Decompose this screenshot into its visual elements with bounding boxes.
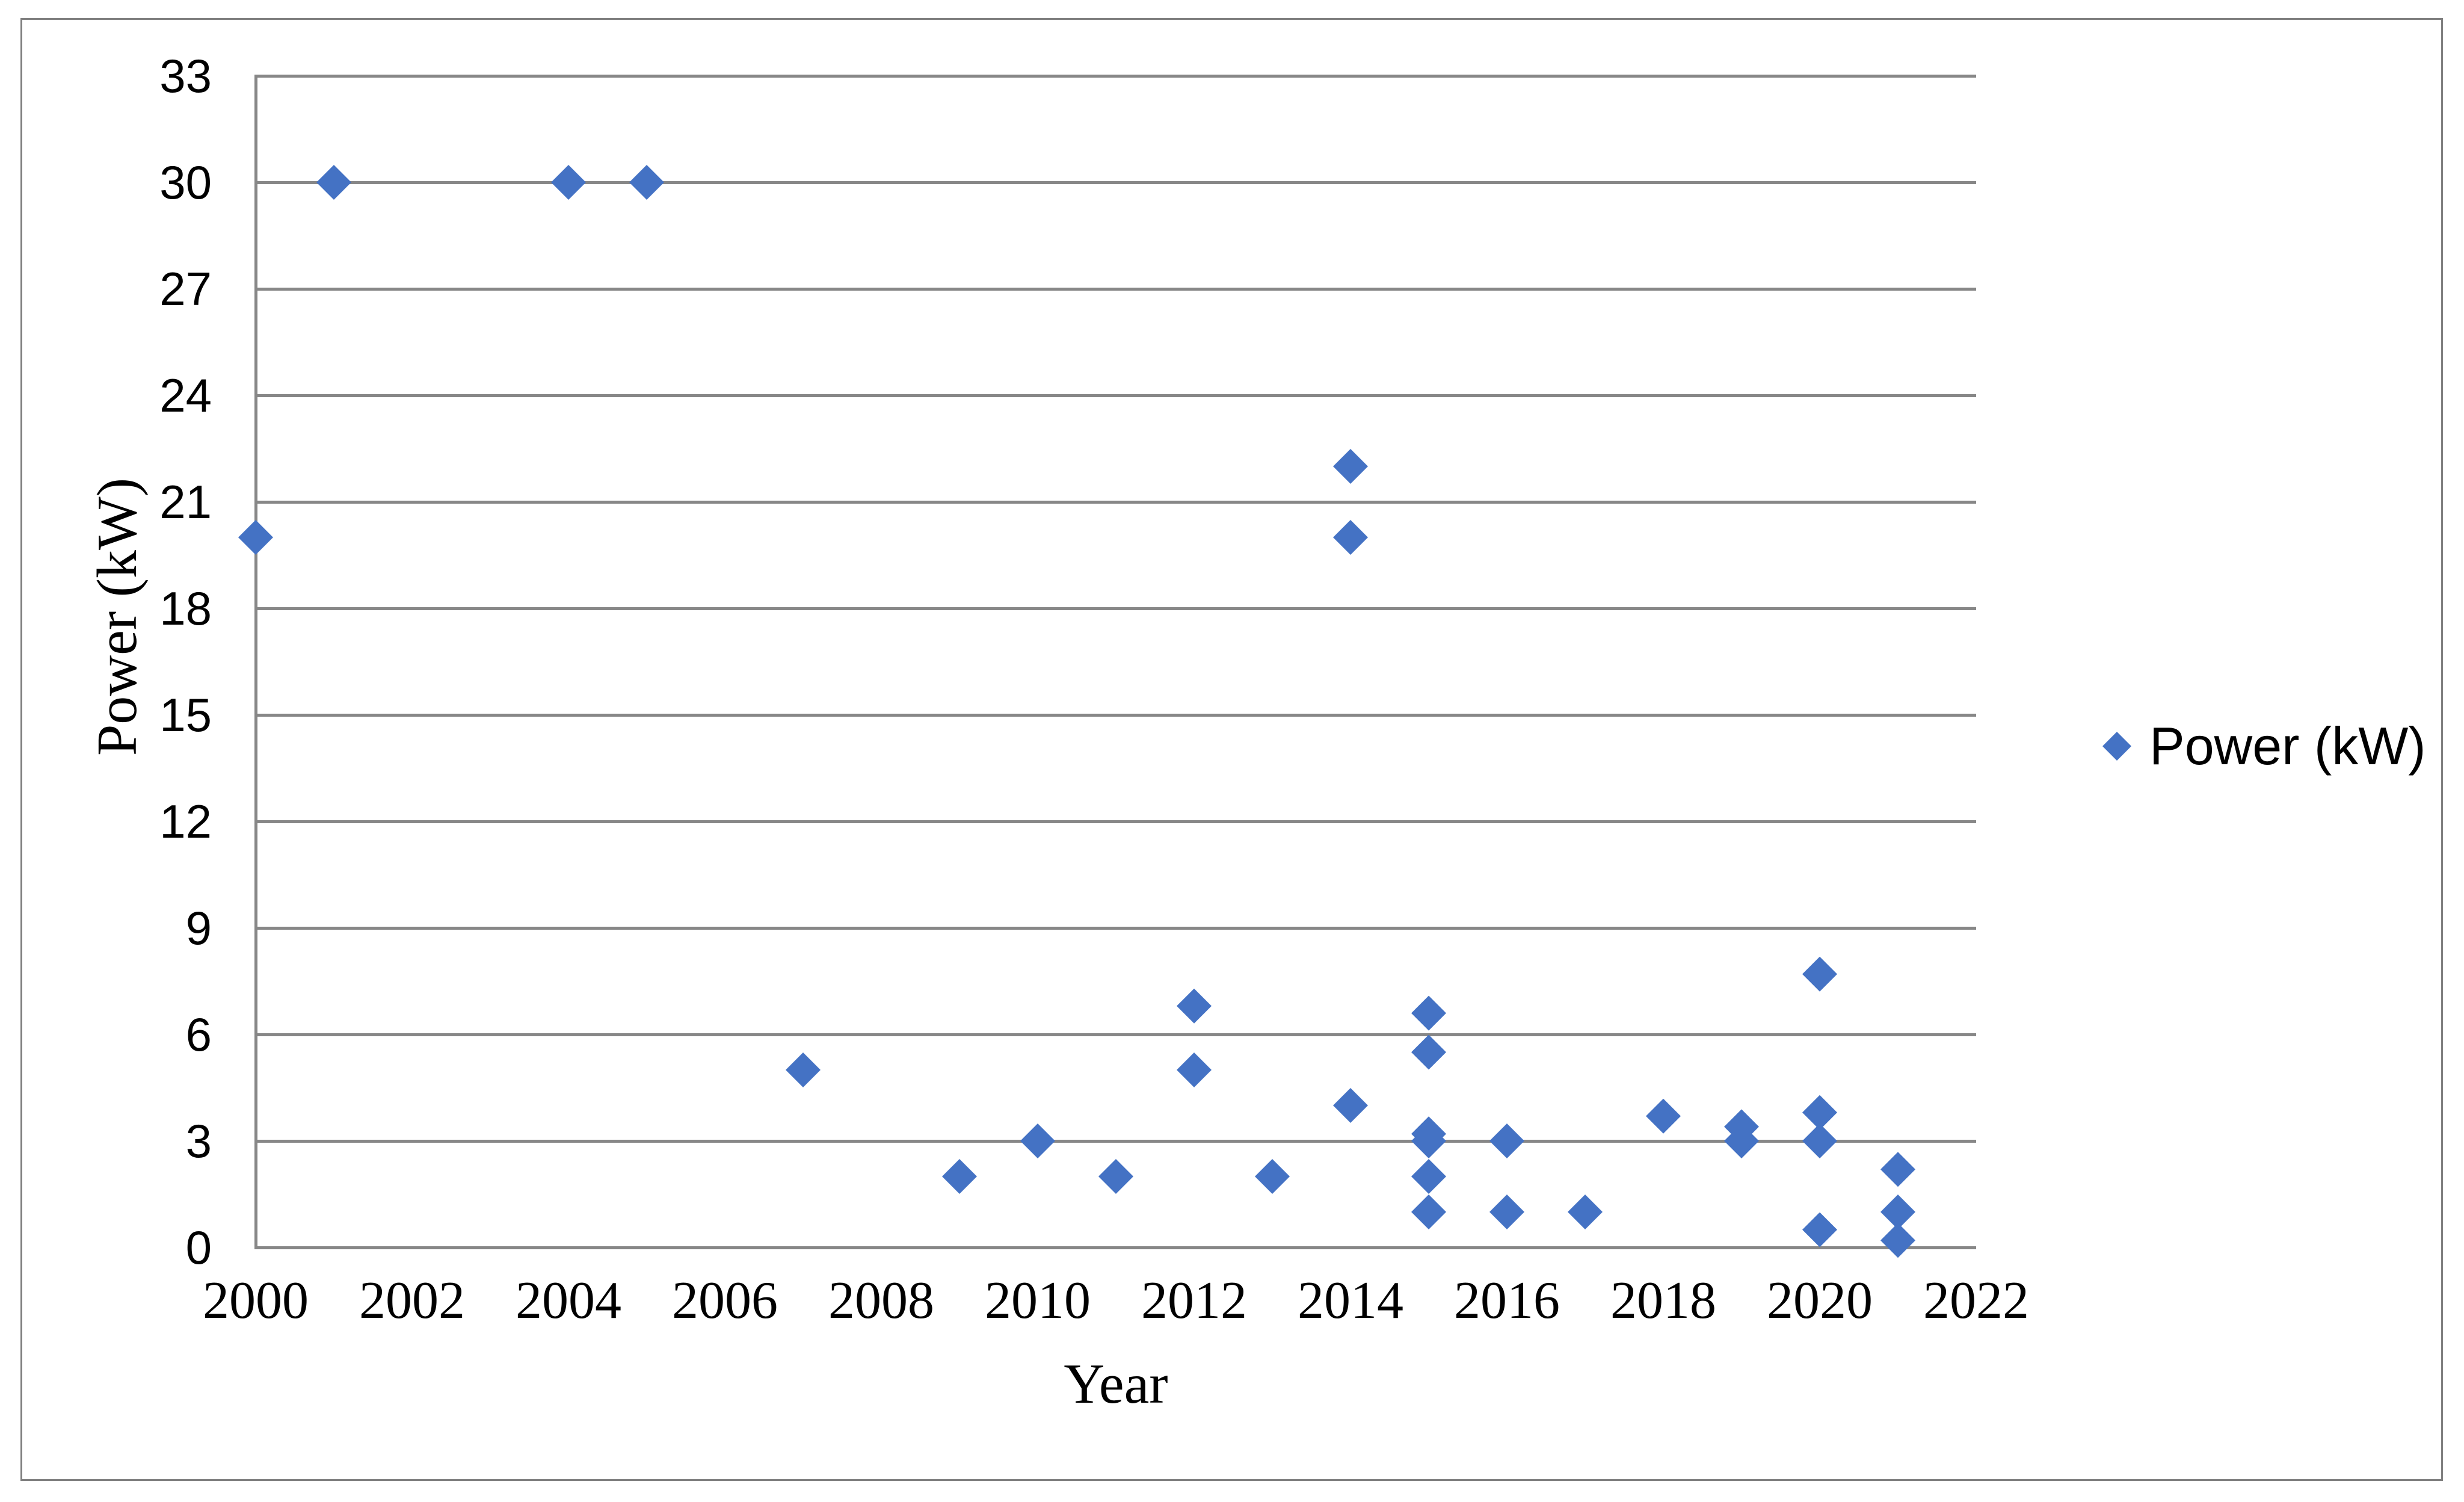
legend-diamond-icon	[2102, 732, 2131, 761]
y-tick-label: 33	[159, 49, 212, 102]
y-tick-label: 0	[185, 1221, 212, 1274]
gridline	[256, 74, 1976, 78]
gridline	[256, 926, 1976, 930]
y-axis-line	[254, 74, 257, 1249]
x-tick-label: 2010	[985, 1272, 1091, 1330]
x-tick-label: 2004	[516, 1272, 621, 1330]
gridline	[256, 1139, 1976, 1143]
chart-border	[20, 18, 2443, 1481]
y-axis-title: Power (kW)	[86, 477, 149, 756]
y-tick-label: 12	[159, 795, 212, 848]
x-tick-label: 2008	[828, 1272, 934, 1330]
gridline	[256, 181, 1976, 184]
y-tick-label: 18	[159, 582, 212, 635]
gridline	[256, 820, 1976, 823]
gridline	[256, 394, 1976, 397]
x-tick-label: 2012	[1141, 1272, 1247, 1330]
x-tick-label: 2002	[359, 1272, 465, 1330]
gridline	[256, 1033, 1976, 1036]
y-tick-label: 24	[159, 369, 212, 422]
gridline	[256, 713, 1976, 717]
gridline	[256, 287, 1976, 291]
gridline	[256, 607, 1976, 610]
legend-label: Power (kW)	[2149, 716, 2426, 776]
x-axis-title: Year	[1064, 1353, 1168, 1415]
x-tick-label: 2022	[1923, 1272, 2029, 1330]
x-tick-label: 2006	[672, 1272, 778, 1330]
y-tick-label: 21	[159, 475, 212, 528]
legend: Power (kW)	[2102, 711, 2426, 781]
x-axis-line	[256, 1246, 1976, 1249]
x-tick-label: 2000	[203, 1272, 309, 1330]
y-tick-label: 3	[185, 1114, 212, 1167]
x-tick-label: 2014	[1298, 1272, 1403, 1330]
y-tick-label: 27	[159, 262, 212, 315]
y-tick-label: 9	[185, 901, 212, 954]
x-tick-label: 2018	[1610, 1272, 1716, 1330]
gridline	[256, 500, 1976, 504]
x-tick-label: 2020	[1767, 1272, 1873, 1330]
y-tick-label: 6	[185, 1008, 212, 1061]
y-tick-label: 15	[159, 688, 212, 741]
x-tick-label: 2016	[1454, 1272, 1560, 1330]
y-tick-label: 30	[159, 156, 212, 209]
